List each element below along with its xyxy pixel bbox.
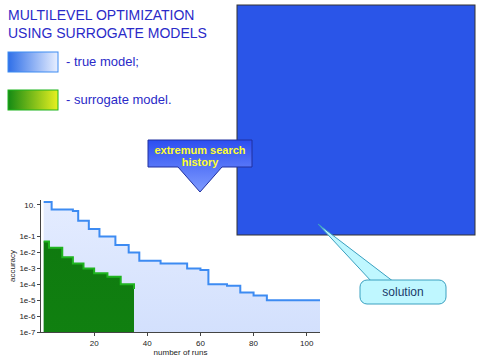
svg-text:20: 20 [90, 339, 99, 348]
svg-text:10.: 10. [24, 201, 35, 210]
svg-text:1e-6: 1e-6 [19, 312, 36, 321]
svg-text:100: 100 [300, 339, 314, 348]
svg-text:number of runs: number of runs [154, 348, 208, 357]
svg-text:1e-5: 1e-5 [19, 296, 36, 305]
svg-text:- surrogate model.: - surrogate model. [66, 92, 172, 107]
svg-text:1e-1: 1e-1 [19, 232, 36, 241]
svg-text:40: 40 [143, 339, 152, 348]
svg-text:1e-4: 1e-4 [19, 280, 36, 289]
svg-text:80: 80 [249, 339, 258, 348]
svg-text:1e-3: 1e-3 [19, 264, 36, 273]
svg-text:60: 60 [196, 339, 205, 348]
svg-text:extremum searchhistory: extremum searchhistory [154, 144, 245, 168]
svg-text:accuracy: accuracy [8, 250, 17, 282]
svg-text:1e-2: 1e-2 [19, 248, 36, 257]
svg-text:solution: solution [382, 285, 423, 299]
svg-text:1e-7: 1e-7 [19, 328, 36, 337]
svg-text:- true model;: - true model; [66, 54, 139, 69]
svg-text:MULTILEVEL OPTIMIZATIONUSING S: MULTILEVEL OPTIMIZATIONUSING SURROGATE M… [8, 7, 207, 41]
